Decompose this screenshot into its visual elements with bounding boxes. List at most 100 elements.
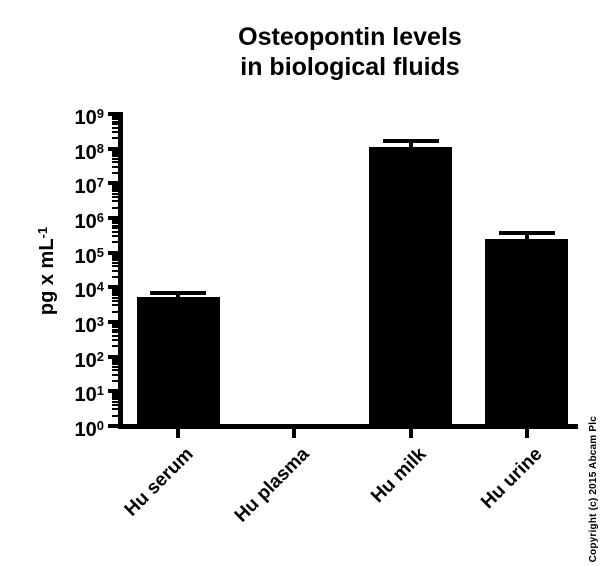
y-minor-tick	[112, 253, 118, 256]
error-bar-cap	[150, 290, 206, 295]
y-minor-tick	[112, 153, 118, 156]
y-minor-tick	[112, 262, 118, 265]
y-minor-tick	[112, 196, 118, 199]
y-minor-tick	[112, 120, 118, 123]
y-minor-tick	[112, 187, 118, 190]
y-minor-tick	[112, 366, 118, 369]
y-minor-tick	[112, 363, 118, 366]
x-tick	[524, 428, 529, 438]
y-minor-tick	[112, 206, 118, 209]
y-minor-tick	[112, 334, 118, 337]
y-tick-base: 10	[74, 419, 97, 441]
y-minor-tick	[112, 218, 118, 221]
y-minor-tick	[112, 400, 118, 403]
error-bar-stem	[176, 292, 180, 297]
y-minor-tick	[112, 404, 118, 407]
y-minor-tick	[112, 155, 118, 158]
y-major-tick	[108, 354, 118, 359]
y-tick-base: 10	[74, 141, 97, 164]
x-tick-label: Hu urine	[477, 443, 547, 514]
y-major-tick	[108, 424, 118, 428]
y-minor-tick	[112, 227, 118, 230]
y-minor-tick	[112, 291, 118, 294]
y-major-tick	[108, 250, 118, 255]
y-tick-label: 105	[28, 239, 104, 268]
y-tick-exponent: 9	[96, 106, 104, 121]
y-tick-exponent: 7	[96, 175, 104, 191]
y-major-tick	[108, 181, 118, 186]
x-axis-line	[118, 424, 578, 429]
y-minor-tick	[112, 220, 118, 223]
y-minor-tick	[112, 151, 118, 154]
y-minor-tick	[112, 395, 118, 398]
x-tick	[292, 428, 297, 438]
y-major-tick	[108, 146, 118, 151]
y-minor-tick	[112, 369, 118, 372]
y-tick-base: 10	[74, 349, 97, 372]
y-tick-label: 106	[28, 204, 104, 233]
y-minor-tick	[112, 408, 118, 411]
y-minor-tick	[112, 171, 118, 174]
y-minor-tick	[112, 230, 118, 233]
y-tick-label: 101	[28, 377, 104, 406]
y-tick-exponent: 0	[96, 418, 104, 433]
y-minor-tick	[112, 287, 118, 290]
y-minor-tick	[112, 339, 118, 342]
y-tick-label: 109	[28, 100, 104, 129]
bar	[485, 239, 569, 428]
y-minor-tick	[112, 357, 118, 360]
y-tick-label: 104	[28, 273, 104, 302]
y-minor-tick	[112, 149, 118, 152]
y-minor-tick	[112, 259, 118, 262]
y-axis-label: pg x mL-1	[35, 171, 61, 371]
y-minor-tick	[112, 192, 118, 195]
y-minor-tick	[112, 257, 118, 260]
error-bar-stem	[524, 233, 529, 240]
y-minor-tick	[112, 294, 118, 297]
y-minor-tick	[112, 275, 118, 278]
y-tick-base: 10	[74, 245, 97, 268]
y-minor-tick	[112, 391, 118, 394]
y-minor-tick	[112, 190, 118, 193]
y-minor-tick	[112, 379, 118, 382]
y-minor-tick	[112, 265, 118, 268]
y-minor-tick	[112, 331, 118, 334]
y-minor-tick	[112, 255, 118, 258]
y-axis-line	[118, 112, 123, 428]
y-minor-tick	[112, 241, 118, 244]
y-minor-tick	[112, 161, 118, 164]
y-tick-exponent: 5	[96, 244, 104, 260]
y-minor-tick	[112, 123, 118, 126]
y-minor-tick	[112, 359, 118, 362]
y-tick-exponent: 8	[96, 140, 104, 156]
y-minor-tick	[112, 373, 118, 376]
y-minor-tick	[112, 200, 118, 203]
y-minor-tick	[112, 398, 118, 401]
y-minor-tick	[112, 300, 118, 303]
x-tick	[176, 428, 180, 438]
x-tick-label: Hu plasma	[231, 443, 314, 527]
y-minor-tick	[112, 414, 118, 417]
y-tick-exponent: 4	[96, 279, 104, 295]
y-tick-label: 102	[28, 343, 104, 372]
y-minor-tick	[112, 296, 118, 299]
y-minor-tick	[112, 222, 118, 225]
x-tick-label: Hu milk	[366, 443, 431, 508]
y-minor-tick	[112, 326, 118, 329]
y-minor-tick	[112, 289, 118, 292]
y-minor-tick	[112, 116, 118, 119]
y-minor-tick	[112, 304, 118, 307]
y-tick-base: 10	[74, 107, 97, 129]
y-tick-base: 10	[74, 176, 97, 199]
y-minor-tick	[112, 114, 118, 117]
chart-title: Osteopontin levels in biological fluids	[238, 23, 462, 81]
bar	[136, 296, 220, 428]
y-tick-base: 10	[74, 211, 97, 233]
y-minor-tick	[112, 224, 118, 227]
y-major-tick	[108, 320, 118, 324]
y-minor-tick	[112, 131, 118, 134]
y-minor-tick	[112, 345, 118, 348]
y-minor-tick	[112, 361, 118, 364]
error-bar-cap	[382, 138, 439, 143]
